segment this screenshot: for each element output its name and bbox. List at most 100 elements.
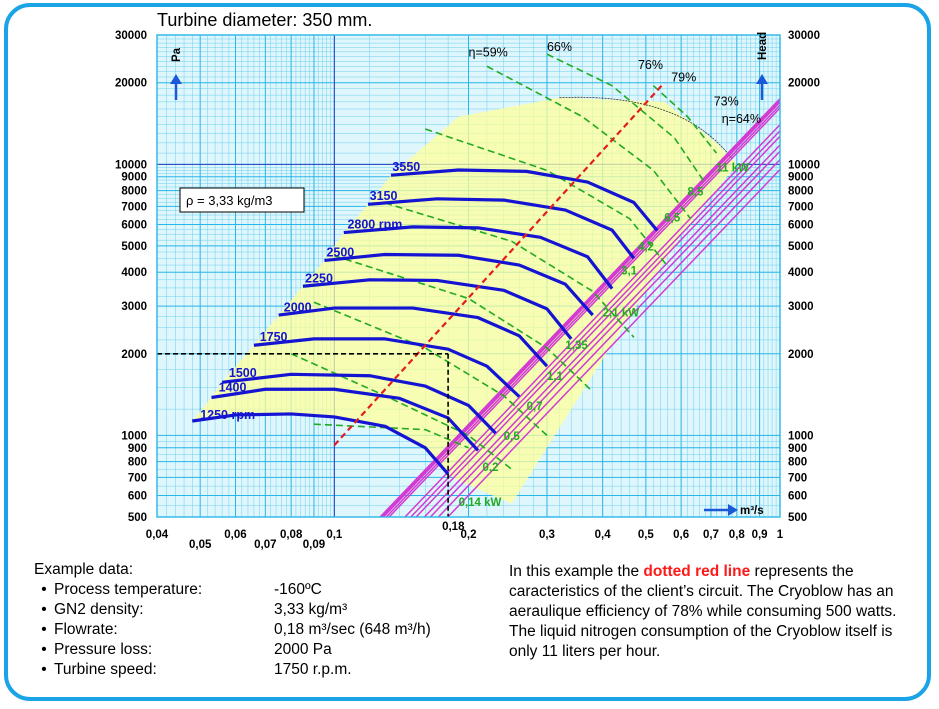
power-line <box>447 168 781 518</box>
efficiency-curve <box>546 53 707 184</box>
power-line <box>423 144 781 518</box>
example-label: Turbine speed: <box>54 661 157 678</box>
performance-chart: 0,14 kW 0,2 0,5 0,7 1,1 1,35 2,1 kW 3,14,2 6,5 8,… <box>115 30 820 551</box>
efficiency-curve <box>334 254 594 393</box>
efficiency-curve <box>425 128 669 267</box>
speed-label: 2500 <box>326 246 354 260</box>
y-right-tick-label: 30000 <box>788 30 820 42</box>
y-left-tick-label: 8000 <box>121 186 147 198</box>
explanation-intro: In this example the <box>509 563 644 580</box>
up-arrow-head <box>170 74 182 84</box>
y-right-tick-label: 6000 <box>788 219 814 231</box>
efficiency-label: 76% <box>638 58 663 72</box>
example-row: • Process temperature: -160ºC <box>41 581 322 598</box>
speed-curve <box>302 278 573 340</box>
y-left-tick-label: 700 <box>128 472 147 484</box>
x-tick-label: 0,8 <box>729 529 746 541</box>
efficiency-label: η=64% <box>722 112 761 126</box>
example-label: Flowrate: <box>54 621 118 638</box>
speed-curve <box>221 372 497 435</box>
y-right-tick-label: 500 <box>788 512 807 524</box>
y-right-tick-label: 800 <box>788 457 807 469</box>
chart-title: Turbine diameter: 350 mm. <box>157 10 373 30</box>
x-tick-label: 0,1 <box>326 529 343 541</box>
x-tick-label: 0,7 <box>703 529 719 541</box>
speed-curves <box>192 168 659 476</box>
efficiency-label: η=59% <box>469 45 508 59</box>
power-line <box>429 150 781 518</box>
x-tick-label: 0,07 <box>254 539 276 551</box>
y-left-tick-label: 500 <box>128 512 147 524</box>
y-left-tick-label: 20000 <box>115 78 147 90</box>
speed-curve <box>253 337 521 398</box>
power-line <box>437 159 781 518</box>
y-right-tick-label: 5000 <box>788 241 814 253</box>
speed-label: 1250 rpm <box>200 408 255 422</box>
speed-label: 3550 <box>392 160 420 174</box>
density-label: ρ = 3,33 kg/m3 <box>186 193 273 208</box>
speed-label: 2800 rpm <box>347 217 402 231</box>
speed-label: 1750 <box>260 330 288 344</box>
efficiency-curve <box>313 301 548 436</box>
example-value: -160ºC <box>274 581 322 598</box>
y-left-tick-label: 30000 <box>115 30 147 42</box>
plot-border <box>156 34 781 518</box>
speed-curve <box>324 252 594 317</box>
power-label: 3,1 <box>621 265 638 277</box>
x-axis-label: m³/s <box>740 505 764 517</box>
efficiency-curve <box>652 85 718 154</box>
power-line <box>379 98 781 518</box>
speed-label: 2250 <box>305 271 333 285</box>
y-right-tick-label: 20000 <box>788 78 820 90</box>
y-right-tick-label: 900 <box>788 443 807 455</box>
x-tick-label: 0,04 <box>146 529 169 541</box>
power-label: 2,1 kW <box>603 307 640 319</box>
y-right-tick-label: 600 <box>788 491 807 503</box>
power-line <box>404 124 781 518</box>
power-line <box>382 101 781 518</box>
power-lines <box>379 98 781 518</box>
y-left-tick-label: 10000 <box>115 159 147 171</box>
x-tick-label: 0,06 <box>224 529 246 541</box>
example-row: • Flowrate: 0,18 m³/sec (648 m³/h) <box>41 621 431 638</box>
efficiency-label: 66% <box>547 40 572 54</box>
explanation-text: represents the caracteristics of the cli… <box>509 563 897 660</box>
y-right-tick-label: 10000 <box>788 159 820 171</box>
y-left-tick-label: 800 <box>128 457 147 469</box>
speed-curve <box>192 412 450 476</box>
power-label: 0,5 <box>504 431 521 443</box>
example-value: 3,33 kg/m³ <box>274 601 348 618</box>
y-left-tick-label: 3000 <box>121 301 147 313</box>
power-label: 8,5 <box>687 186 704 198</box>
y-right-tick-label: 9000 <box>788 172 814 184</box>
y-left-tick-label: 4000 <box>121 267 147 279</box>
power-label: 4,2 <box>638 242 654 254</box>
y-right-axis-label: Head <box>757 32 769 60</box>
example-value: 2000 Pa <box>274 641 332 658</box>
power-line <box>381 99 781 518</box>
x-tick-label: 0,5 <box>638 529 655 541</box>
x-tick-label: 0,08 <box>280 529 303 541</box>
x-tick-label: 0,05 <box>189 539 212 551</box>
y-left-tick-label: 9000 <box>121 172 147 184</box>
example-heading: Example data: <box>34 561 134 578</box>
speed-curve <box>390 168 659 232</box>
efficiency-curves <box>290 53 718 470</box>
explanation-highlight: dotted red line <box>643 563 751 580</box>
example-label: Process temperature: <box>54 581 203 598</box>
speed-curve <box>278 306 549 368</box>
power-label: 1,35 <box>565 340 588 352</box>
y-right-tick-label: 1000 <box>788 430 814 442</box>
power-label: 0,2 <box>482 462 498 474</box>
y-right-tick-label: 3000 <box>788 301 814 313</box>
example-row: • GN2 density: 3,33 kg/m³ <box>41 601 348 618</box>
explanation: In this example the dotted red line repr… <box>509 562 909 662</box>
x-tick-label: 0,4 <box>595 529 612 541</box>
power-line <box>410 130 781 518</box>
power-label: 0,7 <box>527 401 543 413</box>
y-left-tick-label: 2000 <box>121 349 147 361</box>
system-curve <box>333 81 666 446</box>
speed-label: 2000 <box>284 300 312 314</box>
operating-point-label: 0,18 <box>442 521 465 533</box>
up-arrow-head <box>756 74 768 84</box>
